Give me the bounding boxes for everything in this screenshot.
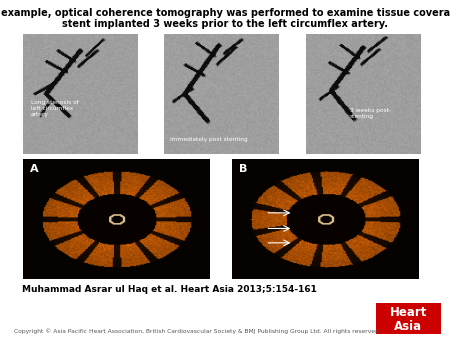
Text: Long stenosis of
left circumflex
artery: Long stenosis of left circumflex artery xyxy=(31,100,78,117)
Text: Immediately post stenting: Immediately post stenting xyxy=(170,137,248,142)
Text: stent implanted 3 weeks prior to the left circumflex artery.: stent implanted 3 weeks prior to the lef… xyxy=(62,19,388,29)
Text: Copyright © Asia Pacific Heart Association, British Cardiovascular Society & BMJ: Copyright © Asia Pacific Heart Associati… xyxy=(14,328,378,334)
Text: Heart: Heart xyxy=(390,306,427,319)
Text: A: A xyxy=(30,164,39,174)
Text: In this example, optical coherence tomography was performed to examine tissue co: In this example, optical coherence tomog… xyxy=(0,8,450,19)
Text: Asia: Asia xyxy=(394,320,423,333)
Text: Muhammad Asrar ul Haq et al. Heart Asia 2013;5:154-161: Muhammad Asrar ul Haq et al. Heart Asia … xyxy=(22,285,317,294)
Text: 3 weeks post-
stenting: 3 weeks post- stenting xyxy=(350,108,391,119)
Text: B: B xyxy=(239,164,248,174)
